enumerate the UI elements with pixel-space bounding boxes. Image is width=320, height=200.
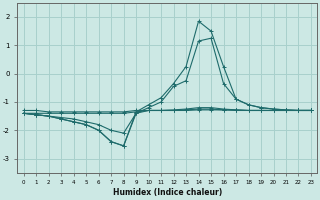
X-axis label: Humidex (Indice chaleur): Humidex (Indice chaleur) xyxy=(113,188,222,197)
